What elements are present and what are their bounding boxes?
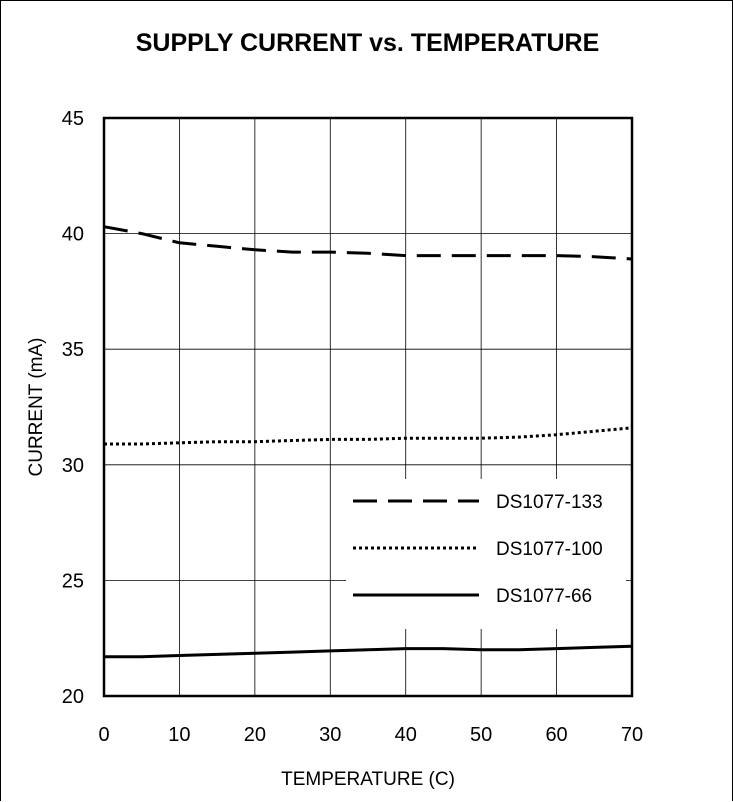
x-tick-label: 0 [98,724,109,746]
plot-border [102,116,634,698]
chart-title: SUPPLY CURRENT vs. TEMPERATURE [135,29,600,57]
x-tick-label: 40 [395,724,417,746]
legend-label: DS1077-66 [496,586,592,607]
x-tick-label: 10 [168,724,190,746]
series-line-ds1077-100 [104,426,633,446]
series-line-ds1077-133 [103,225,633,261]
x-tick-label: 60 [545,724,567,746]
y-tick-label: 35 [62,339,84,361]
x-tick-label: 70 [621,724,643,746]
y-tick-label: 25 [62,570,84,592]
legend-label: DS1077-100 [496,539,603,560]
x-axis-label: TEMPERATURE (C) [281,769,455,790]
y-axis-label: CURRENT (mA) [26,338,47,477]
series-line-ds1077-66 [104,644,633,659]
x-tick-label: 50 [470,724,492,746]
legend-background [346,479,626,629]
y-tick-label: 20 [62,686,84,708]
y-tick-label: 45 [62,108,84,130]
y-tick-label: 30 [62,455,84,477]
x-tick-label: 20 [244,724,266,746]
x-tick-label: 30 [319,724,341,746]
legend-label: DS1077-133 [496,492,603,513]
y-tick-label: 40 [62,224,84,246]
